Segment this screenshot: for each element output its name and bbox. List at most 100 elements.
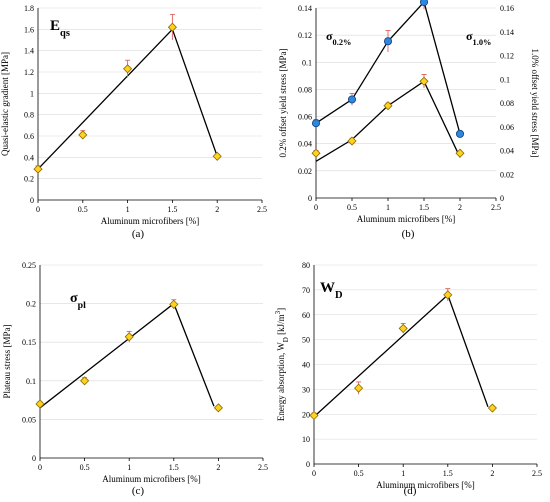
x-tick-label: 0 xyxy=(38,463,42,472)
y-right-tick-label: 0.12 xyxy=(500,52,514,61)
y-right-axis-label: 1.0% offset yield stress [MPa] xyxy=(530,48,540,157)
y-right-tick-label: 0 xyxy=(500,194,504,203)
panel-label: (b) xyxy=(402,228,415,240)
trend-line xyxy=(315,80,461,162)
y-axis-label: Plateau stress [MPa] xyxy=(2,325,12,399)
x-tick-label: 2 xyxy=(216,463,220,472)
panel-label: (d) xyxy=(404,485,417,497)
y-tick-label: 0 xyxy=(306,460,310,469)
data-point xyxy=(354,383,364,393)
x-axis-label: Aluminum microfibers [%] xyxy=(101,216,199,226)
trend-line xyxy=(37,28,218,170)
data-point xyxy=(213,403,223,413)
symbol-label-sub: qs xyxy=(60,28,70,39)
x-tick-label: 2.5 xyxy=(491,203,501,212)
x-tick-label: 1 xyxy=(386,203,390,212)
y-tick-label: 0.06 xyxy=(298,113,312,122)
y-tick-label: 0 xyxy=(32,454,36,463)
data-point xyxy=(169,299,179,309)
symbol-label-sub: 0.2% xyxy=(333,38,352,47)
data-point xyxy=(443,290,453,300)
y-tick-label: 0 xyxy=(308,194,312,203)
symbol-label: WD xyxy=(320,280,343,301)
y-tick-label: 0.1 xyxy=(302,58,312,67)
x-tick-label: 0.5 xyxy=(354,469,364,478)
y-tick-label: 10 xyxy=(302,435,310,444)
y-tick-label: 0.02 xyxy=(298,167,312,176)
y-tick-label: 0.08 xyxy=(298,85,312,94)
data-point xyxy=(420,0,428,7)
y-right-tick-label: 0.06 xyxy=(500,123,514,132)
x-tick-label: 1 xyxy=(126,205,130,214)
y-right-tick-label: 0.14 xyxy=(500,28,514,37)
data-point xyxy=(35,399,45,409)
y-axis-label: Quasi-elastic gradient [MPa] xyxy=(0,52,10,156)
y-tick-label: 80 xyxy=(302,261,310,270)
x-tick-label: 1.5 xyxy=(443,469,453,478)
data-point xyxy=(419,76,429,86)
data-point xyxy=(167,22,177,32)
y-tick-label: 40 xyxy=(302,361,310,370)
y-tick-label: 1 xyxy=(30,89,34,98)
y-tick-label: 30 xyxy=(302,385,310,394)
y-tick-label: 0.04 xyxy=(298,140,312,149)
y-right-tick-label: 0.02 xyxy=(500,170,514,179)
data-point xyxy=(212,151,222,161)
y-tick-label: 0.8 xyxy=(24,111,34,120)
y-tick-label: 0.05 xyxy=(22,415,36,424)
panel-label: (c) xyxy=(132,485,145,497)
y-tick-label: 0.6 xyxy=(24,132,34,141)
data-point xyxy=(309,410,319,421)
symbol-label-sub: D xyxy=(335,290,343,301)
x-tick-label: 2 xyxy=(215,205,219,214)
panel-c: 0 0.05 0.1 0.15 0.2 0.25 0 0.5 1 1.5 2 2.5 Aluminum … xyxy=(2,261,268,497)
symbol-label-sub: pl xyxy=(78,300,86,311)
panel-label: (a) xyxy=(132,228,145,240)
panel-a: 0 0.2 0.4 0.6 0.8 1 1.2 1.4 1.6 1.8 0 0.5 1 1.5 2 2.5 Al… xyxy=(0,4,267,240)
y-right-tick-label: 0.08 xyxy=(500,99,514,108)
y-tick-label: 0.25 xyxy=(22,261,36,270)
symbol-label: Eqs xyxy=(50,18,70,39)
y-tick-label: 0.2 xyxy=(24,175,34,184)
y-right-tick-label: 0.04 xyxy=(500,147,514,156)
x-tick-label: 2.5 xyxy=(257,205,267,214)
y-tick-label: 0.15 xyxy=(22,338,36,347)
data-point xyxy=(455,129,464,138)
y-label-part: [kJ/m xyxy=(276,314,286,337)
symbol-label-main: σ xyxy=(326,29,333,43)
y-right-tick-label: 0.1 xyxy=(500,75,510,84)
y-tick-label: 50 xyxy=(302,336,310,345)
y-tick-label: 20 xyxy=(302,410,310,419)
y-tick-label: 70 xyxy=(302,286,310,295)
data-point xyxy=(80,376,90,386)
x-tick-label: 0.5 xyxy=(347,203,357,212)
x-tick-label: 0.5 xyxy=(80,463,90,472)
x-axis-label: Aluminum microfibers [%] xyxy=(102,474,200,484)
trend-line xyxy=(313,293,489,418)
data-point xyxy=(33,164,43,174)
data-point xyxy=(487,403,497,413)
x-tick-label: 1 xyxy=(127,463,131,472)
panel-d: 0 10 20 30 40 50 60 70 80 0 0.5 1 1.5 2 2.5 Aluminum mi… xyxy=(274,261,542,497)
x-tick-label: 2 xyxy=(458,203,462,212)
x-tick-label: 1.5 xyxy=(169,463,179,472)
x-tick-label: 1.5 xyxy=(167,205,177,214)
y-tick-label: 0 xyxy=(30,196,34,205)
y-tick-label: 0.4 xyxy=(24,153,34,162)
symbol-label-2: σ1.0% xyxy=(466,29,491,47)
data-point xyxy=(383,101,393,111)
y-tick-label: 0.1 xyxy=(26,377,36,386)
y-axis-label: Energy absorption, WD [kJ/m3] xyxy=(274,308,290,421)
symbol-label-2-main: σ xyxy=(466,29,473,43)
y-tick-label: 1.2 xyxy=(24,68,34,77)
y-label-part: Energy absorption, W xyxy=(276,342,286,421)
x-tick-label: 0.5 xyxy=(78,205,88,214)
trend-line xyxy=(315,0,461,135)
data-point xyxy=(124,332,134,342)
x-tick-label: 0 xyxy=(36,205,40,214)
data-point xyxy=(311,148,321,158)
symbol-label: σ0.2% xyxy=(326,29,351,47)
data-point xyxy=(123,64,133,74)
y-label-part: ] xyxy=(276,308,286,311)
